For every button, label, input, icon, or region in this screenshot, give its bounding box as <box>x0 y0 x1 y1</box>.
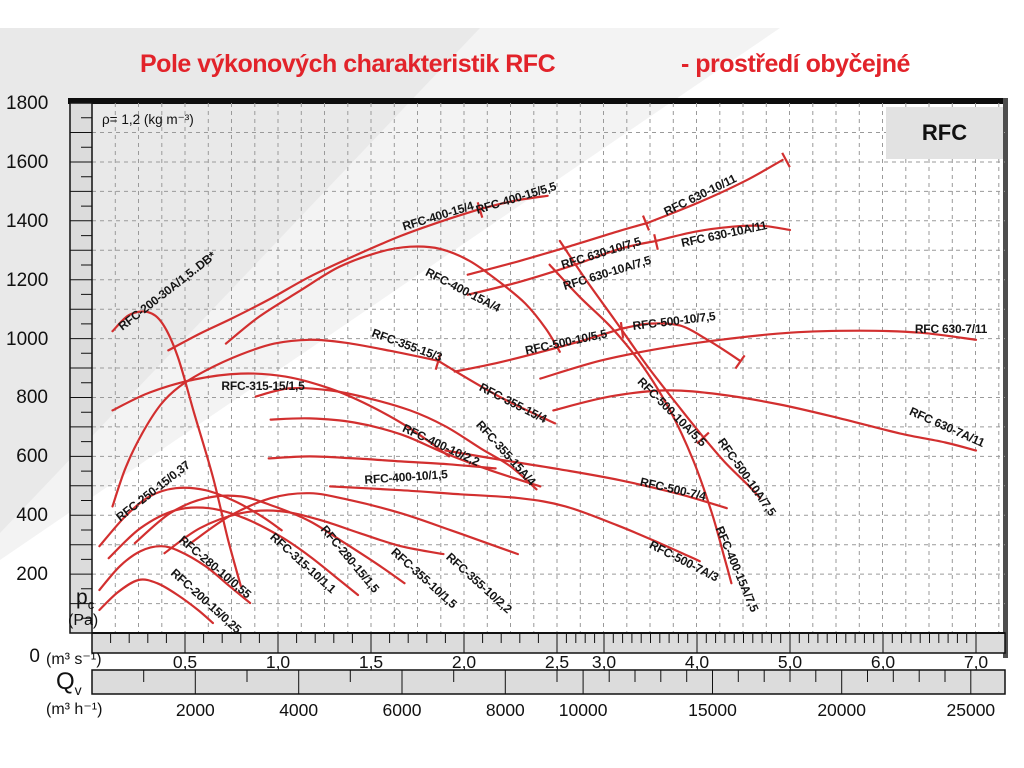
segment-divider-tick <box>434 353 442 371</box>
segment-divider-tick <box>476 201 484 219</box>
curve-rfc-200-15-0-25 <box>98 578 214 625</box>
x-axis-qv-title: Qv <box>56 668 82 698</box>
curve-rfc-400-15a-7-5 <box>548 263 733 585</box>
curve-rfc-315-10-1-1 <box>133 494 406 585</box>
y-axis-zero-label: 0 <box>29 646 40 667</box>
curve-rfc-355-10-1-5 <box>163 509 445 556</box>
curve-rfc-630-10a-11 <box>655 224 792 242</box>
x2-tick-label-6000: 6000 <box>382 700 422 720</box>
x2-tick-label-25000: 25000 <box>946 700 996 720</box>
curve-rfc-630-10a-7-5 <box>466 239 658 296</box>
y-tick-label-1000: 1000 <box>6 328 49 350</box>
x-axis-ms-unit: (m³ s⁻¹) <box>46 651 102 668</box>
y-tick-label-1400: 1400 <box>6 210 49 232</box>
curve-rfc-355-10-2-2 <box>189 492 519 556</box>
curve-rfc-500-10a-7-5 <box>701 435 762 500</box>
x1-tick-label-2-0: 2,0 <box>451 652 477 672</box>
y-axis-title: pc <box>76 586 95 613</box>
x1-tick-label-1-5: 1,5 <box>358 652 384 672</box>
curve-rfc-630-10-7-5 <box>466 221 649 276</box>
air-density-annotation: ρ= 1,2 (kg m⁻³) <box>102 112 194 127</box>
x1-tick-label-0-5: 0,5 <box>172 652 198 672</box>
x1-tick-label-3-0: 3,0 <box>591 652 617 672</box>
plot-top-border <box>68 98 1008 104</box>
curve-rfc-315-15-1-5 <box>111 372 451 458</box>
x2-tick-label-20000: 20000 <box>817 700 866 720</box>
x-axis-m3h-ruler-ticks <box>143 670 972 694</box>
curve-rfc-500-7a-3 <box>329 485 701 563</box>
y-tick-label-1800: 1800 <box>6 93 49 115</box>
y-tick-label-600: 600 <box>16 446 48 468</box>
curve-rfc-630-7a-11 <box>552 389 978 452</box>
y-tick-label-1600: 1600 <box>6 151 49 173</box>
x2-tick-label-8000: 8000 <box>485 700 525 720</box>
curve-rfc-500-7-4 <box>444 449 728 510</box>
x2-tick-label-15000: 15000 <box>688 700 737 720</box>
x2-tick-label-2000: 2000 <box>175 700 215 720</box>
plot-right-border <box>1003 98 1008 658</box>
curve-rfc-630-7-11 <box>539 329 978 380</box>
curve-rfc-630-10-11 <box>646 158 784 224</box>
segment-divider-tick <box>734 354 746 370</box>
curve-rfc-500-10-7-5 <box>620 322 741 362</box>
y-axis-unit: (Pa) <box>68 612 99 629</box>
y-axis-ruler-ticks <box>70 117 92 619</box>
curve-rfc-500-10a-5-5 <box>558 239 704 438</box>
curve-rfc-400-15-5-5 <box>479 194 549 210</box>
page-title: Pole výkonových charakteristik RFC <box>140 50 556 78</box>
x2-tick-label-4000: 4000 <box>279 700 319 720</box>
x1-tick-label-1-0: 1,0 <box>265 652 291 672</box>
curve-rfc-355-15-4 <box>436 359 557 425</box>
x1-tick-label-4-0: 4,0 <box>684 652 710 672</box>
curve-rfc-400-15a-4 <box>224 245 561 353</box>
curve-rfc-280-15-1-5 <box>107 506 360 597</box>
y-tick-label-400: 400 <box>16 505 48 527</box>
x-axis-ms-ruler-ticks <box>110 633 977 653</box>
x1-tick-label-7-0: 7,0 <box>963 652 989 672</box>
curve-rfc-250-15-0-37 <box>98 486 283 548</box>
x1-tick-label-6-0: 6,0 <box>870 652 896 672</box>
y-tick-label-800: 800 <box>16 387 48 409</box>
curve-rfc-400-10-1-5 <box>267 455 497 470</box>
x2-tick-label-10000: 10000 <box>558 700 608 720</box>
segment-divider-tick <box>696 431 710 445</box>
curve-rfc-400-15-4 <box>167 207 482 352</box>
y-tick-label-1200: 1200 <box>6 269 49 291</box>
y-tick-label-200: 200 <box>16 564 48 586</box>
segment-divider-tick <box>781 152 791 168</box>
segment-divider-tick <box>653 233 659 251</box>
curve-rfc-355-15-3 <box>111 338 440 508</box>
page-subtitle: - prostředí obyčejné <box>681 50 910 78</box>
x1-tick-label-2-5: 2,5 <box>544 652 570 672</box>
curve-rfc-500-10-5-5 <box>453 327 623 373</box>
grid-lines <box>92 103 1005 633</box>
curve-rfc-400-10-2-2 <box>269 417 542 488</box>
x1-tick-label-5-0: 5,0 <box>777 652 803 672</box>
rfc-series-badge: RFC <box>886 107 1003 159</box>
x-axis-m3h-ruler <box>91 669 1006 695</box>
x-axis-m3h-unit: (m³ h⁻¹) <box>46 701 103 718</box>
segment-divider-tick <box>619 321 625 339</box>
curve-rfc-280-10-0-55 <box>98 545 252 605</box>
segment-divider-tick <box>641 215 651 231</box>
